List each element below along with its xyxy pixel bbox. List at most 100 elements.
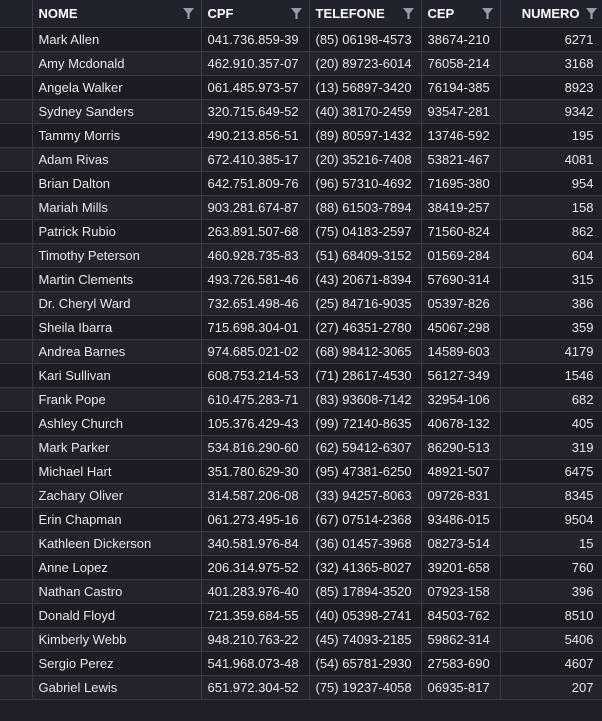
cell-numero[interactable]: 5406 [500,627,602,652]
row-index-cell[interactable] [0,219,33,244]
cell-nome[interactable]: Mark Allen [32,27,202,52]
cell-telefone[interactable]: (27) 46351-2780 [309,315,422,340]
cell-cep[interactable]: 57690-314 [421,267,501,292]
row-index-cell[interactable] [0,531,33,556]
cell-telefone[interactable]: (85) 06198-4573 [309,27,422,52]
cell-cpf[interactable]: 061.485.973-57 [201,75,310,100]
table-row[interactable]: Ashley Church 105.376.429-43 (99) 72140-86… [0,411,602,436]
cell-numero[interactable]: 4081 [500,147,602,172]
cell-nome[interactable]: Angela Walker [32,75,202,100]
cell-numero[interactable]: 1546 [500,363,602,388]
cell-cep[interactable]: 76058-214 [421,51,501,76]
cell-cep[interactable]: 38674-210 [421,27,501,52]
cell-nome[interactable]: Dr. Cheryl Ward [32,291,202,316]
cell-cpf[interactable]: 401.283.976-40 [201,579,310,604]
cell-cpf[interactable]: 105.376.429-43 [201,411,310,436]
cell-numero[interactable]: 207 [500,675,602,700]
cell-numero[interactable]: 9342 [500,99,602,124]
cell-cpf[interactable]: 263.891.507-68 [201,219,310,244]
row-index-cell[interactable] [0,171,33,196]
cell-nome[interactable]: Tammy Morris [32,123,202,148]
table-row[interactable]: Mark Allen 041.736.859-39 (85) 06198-4573 3… [0,27,602,52]
cell-cep[interactable]: 40678-132 [421,411,501,436]
cell-numero[interactable]: 954 [500,171,602,196]
cell-cpf[interactable]: 462.910.357-07 [201,51,310,76]
cell-cep[interactable]: 45067-298 [421,315,501,340]
cell-telefone[interactable]: (88) 61503-7894 [309,195,422,220]
filter-icon[interactable] [402,8,414,19]
cell-numero[interactable]: 396 [500,579,602,604]
cell-numero[interactable]: 9504 [500,507,602,532]
row-index-cell[interactable] [0,339,33,364]
table-row[interactable]: Andrea Barnes 974.685.021-02 (68) 98412-30… [0,339,602,364]
row-index-cell[interactable] [0,627,33,652]
table-row[interactable]: Michael Hart 351.780.629-30 (95) 47381-625… [0,459,602,484]
filter-icon[interactable] [182,8,194,19]
table-row[interactable]: Donald Floyd 721.359.684-55 (40) 05398-274… [0,603,602,628]
row-index-cell[interactable] [0,27,33,52]
cell-telefone[interactable]: (51) 68409-3152 [309,243,422,268]
column-header-cpf[interactable]: CPF [201,0,310,28]
cell-nome[interactable]: Mark Parker [32,435,202,460]
cell-telefone[interactable]: (32) 41365-8027 [309,555,422,580]
cell-cep[interactable]: 59862-314 [421,627,501,652]
row-index-cell[interactable] [0,363,33,388]
cell-cep[interactable]: 56127-349 [421,363,501,388]
cell-nome[interactable]: Kathleen Dickerson [32,531,202,556]
cell-nome[interactable]: Martin Clements [32,267,202,292]
row-index-cell[interactable] [0,387,33,412]
table-row[interactable]: Adam Rivas 672.410.385-17 (20) 35216-7408 5… [0,147,602,172]
cell-cpf[interactable]: 974.685.021-02 [201,339,310,364]
cell-cep[interactable]: 48921-507 [421,459,501,484]
cell-cpf[interactable]: 642.751.809-76 [201,171,310,196]
cell-telefone[interactable]: (85) 17894-3520 [309,579,422,604]
row-index-cell[interactable] [0,315,33,340]
cell-cep[interactable]: 01569-284 [421,243,501,268]
cell-cep[interactable]: 71695-380 [421,171,501,196]
cell-cpf[interactable]: 061.273.495-16 [201,507,310,532]
table-row[interactable]: Nathan Castro 401.283.976-40 (85) 17894-35… [0,579,602,604]
table-row[interactable]: Tammy Morris 490.213.856-51 (89) 80597-143… [0,123,602,148]
cell-nome[interactable]: Anne Lopez [32,555,202,580]
cell-nome[interactable]: Donald Floyd [32,603,202,628]
cell-numero[interactable]: 682 [500,387,602,412]
cell-cpf[interactable]: 320.715.649-52 [201,99,310,124]
cell-telefone[interactable]: (20) 89723-6014 [309,51,422,76]
column-header-cep[interactable]: CEP [421,0,501,28]
cell-telefone[interactable]: (99) 72140-8635 [309,411,422,436]
table-row[interactable]: Kimberly Webb 948.210.763-22 (45) 74093-21… [0,627,602,652]
cell-cep[interactable]: 06935-817 [421,675,501,700]
cell-cep[interactable]: 27583-690 [421,651,501,676]
cell-cpf[interactable]: 351.780.629-30 [201,459,310,484]
cell-cep[interactable]: 07923-158 [421,579,501,604]
cell-telefone[interactable]: (96) 57310-4692 [309,171,422,196]
cell-cep[interactable]: 13746-592 [421,123,501,148]
table-row[interactable]: Kathleen Dickerson 340.581.976-84 (36) 014… [0,531,602,556]
cell-numero[interactable]: 760 [500,555,602,580]
cell-cep[interactable]: 05397-826 [421,291,501,316]
table-row[interactable]: Erin Chapman 061.273.495-16 (67) 07514-236… [0,507,602,532]
row-index-cell[interactable] [0,147,33,172]
cell-cpf[interactable]: 460.928.735-83 [201,243,310,268]
filter-icon[interactable] [481,8,493,19]
cell-cpf[interactable]: 610.475.283-71 [201,387,310,412]
row-index-cell[interactable] [0,555,33,580]
cell-numero[interactable]: 315 [500,267,602,292]
cell-nome[interactable]: Sheila Ibarra [32,315,202,340]
cell-cpf[interactable]: 948.210.763-22 [201,627,310,652]
cell-telefone[interactable]: (95) 47381-6250 [309,459,422,484]
cell-nome[interactable]: Andrea Barnes [32,339,202,364]
cell-numero[interactable]: 8510 [500,603,602,628]
cell-telefone[interactable]: (75) 04183-2597 [309,219,422,244]
column-header-numero[interactable]: NUMERO [500,0,602,28]
row-index-cell[interactable] [0,459,33,484]
cell-cpf[interactable]: 493.726.581-46 [201,267,310,292]
cell-nome[interactable]: Sergio Perez [32,651,202,676]
row-index-cell[interactable] [0,411,33,436]
table-row[interactable]: Angela Walker 061.485.973-57 (13) 56897-34… [0,75,602,100]
cell-nome[interactable]: Timothy Peterson [32,243,202,268]
cell-cpf[interactable]: 732.651.498-46 [201,291,310,316]
cell-telefone[interactable]: (62) 59412-6307 [309,435,422,460]
table-row[interactable]: Kari Sullivan 608.753.214-53 (71) 28617-45… [0,363,602,388]
cell-cpf[interactable]: 541.968.073-48 [201,651,310,676]
